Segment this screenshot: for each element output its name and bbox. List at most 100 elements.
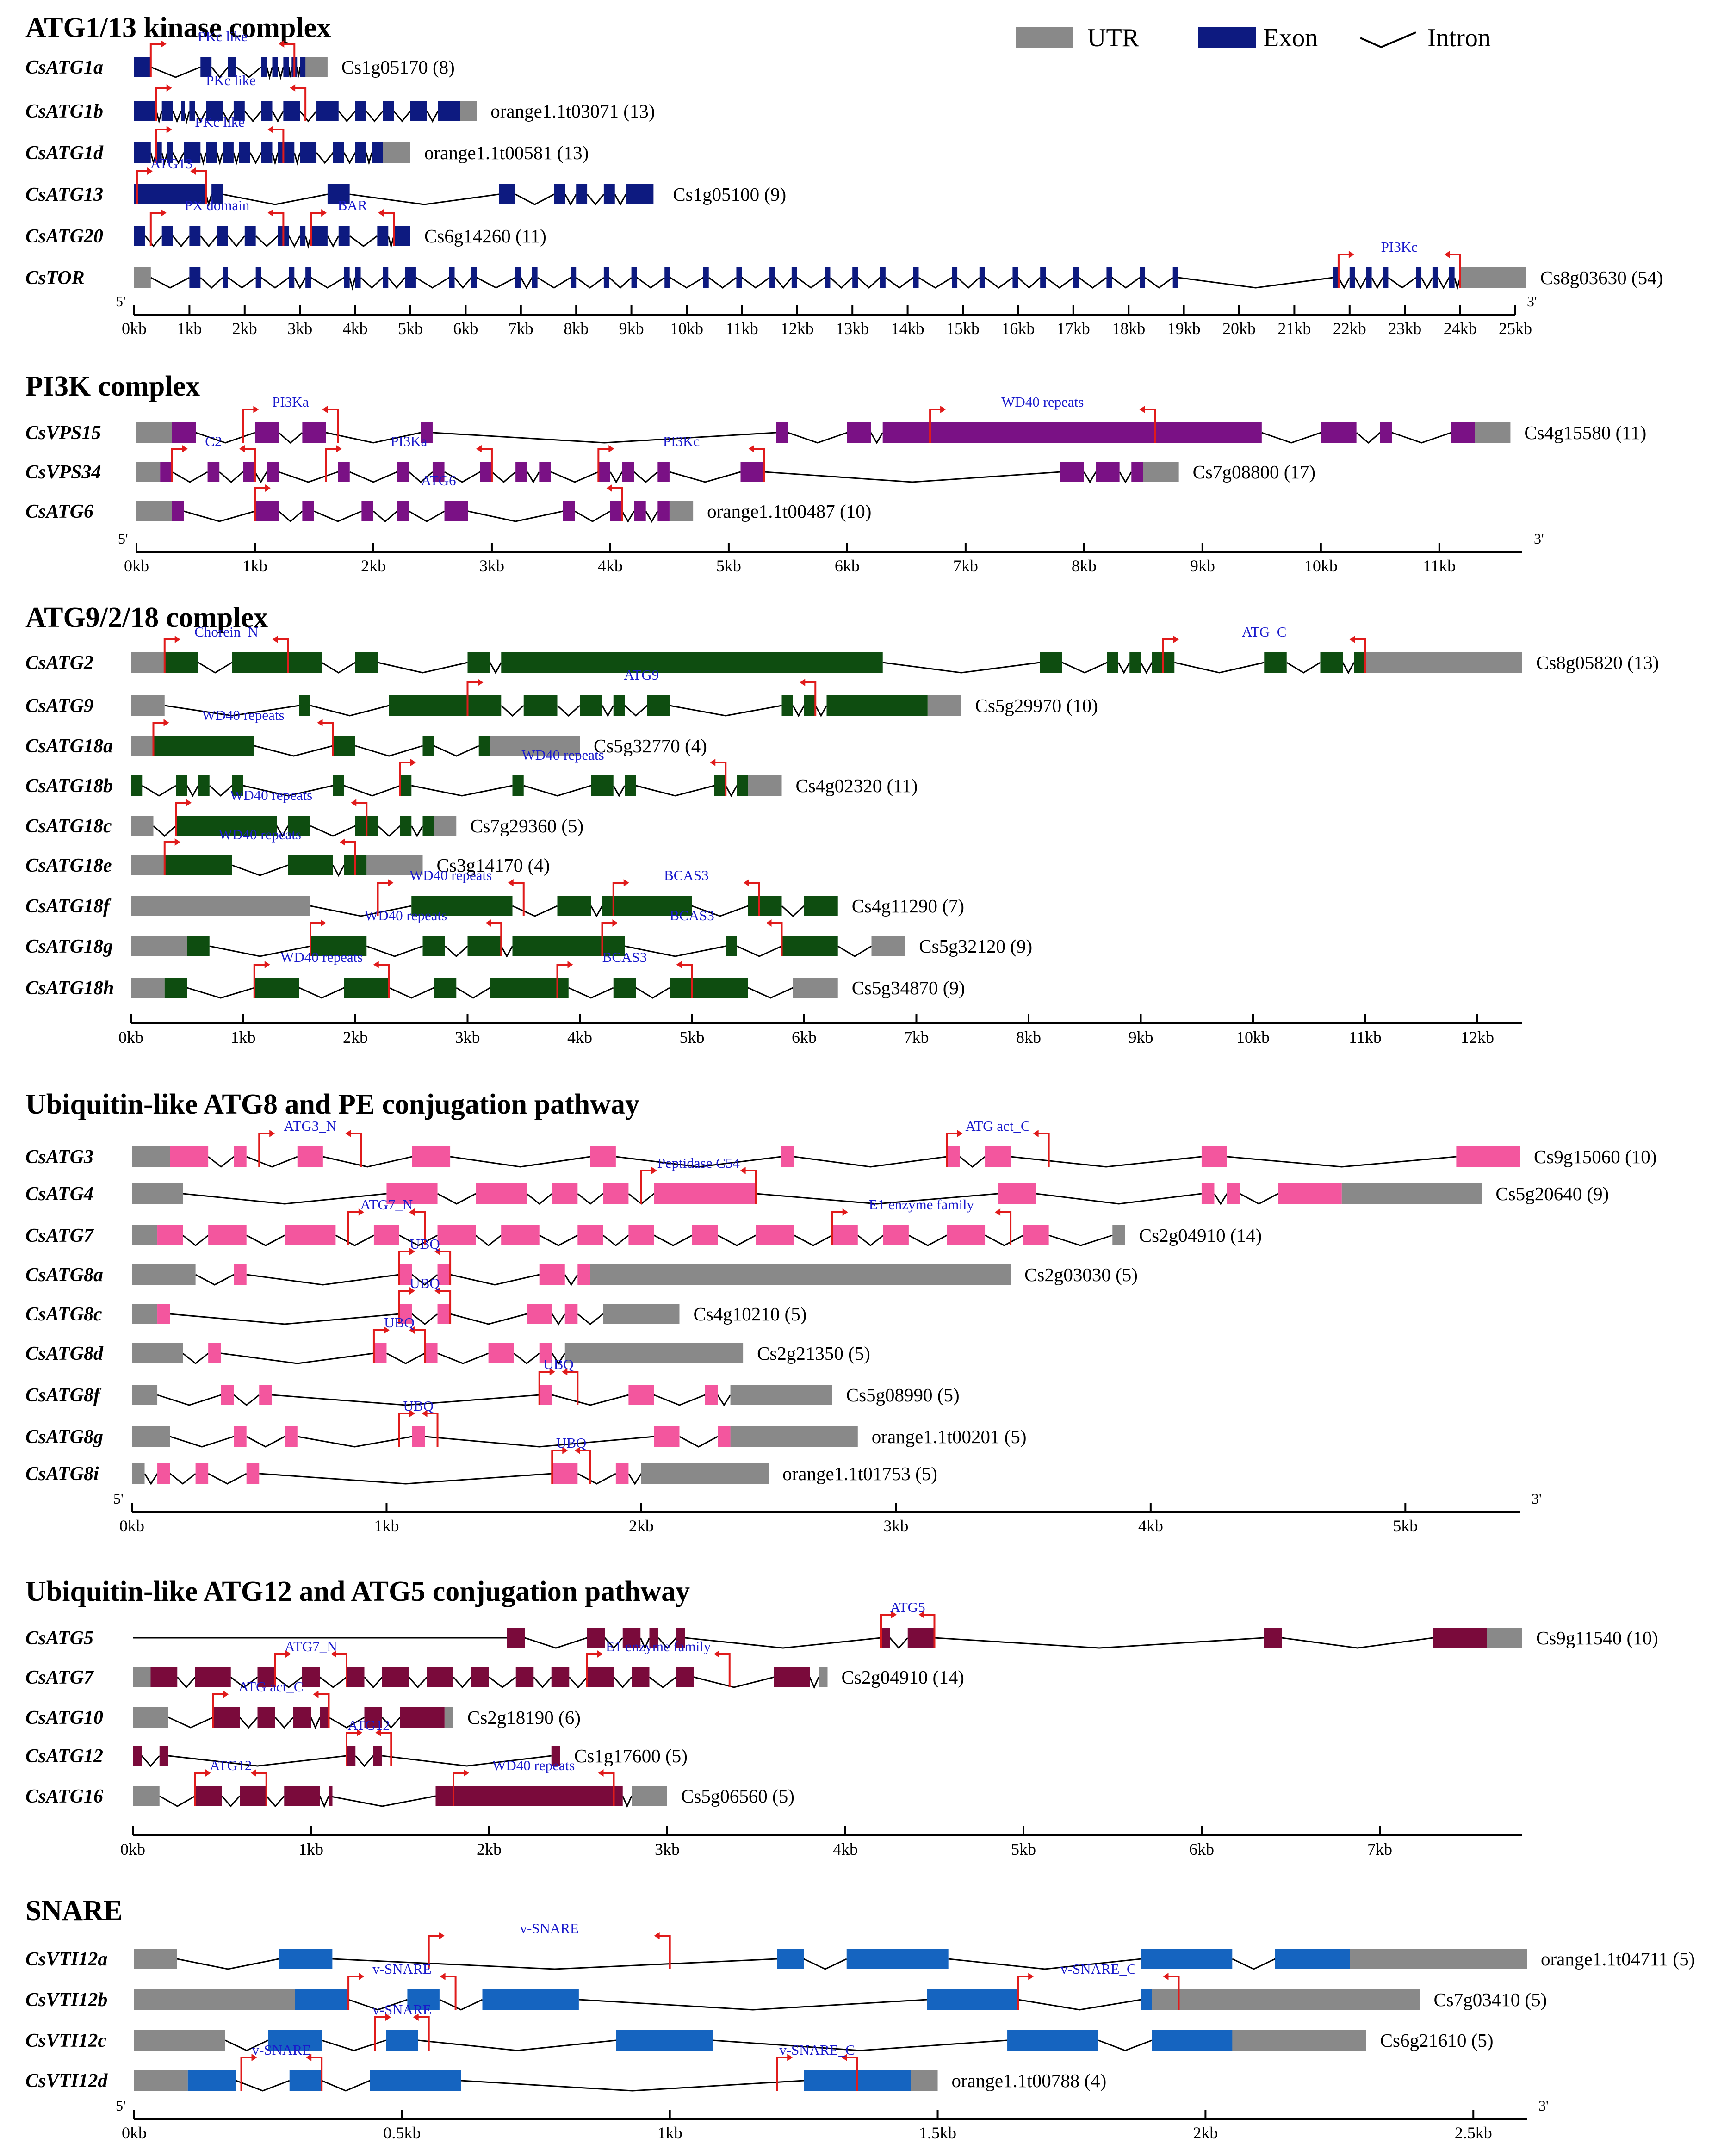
- axis-tick-label: 4kb: [343, 319, 368, 338]
- exon-box: [254, 501, 279, 521]
- domain-start-arrowhead: [478, 679, 484, 686]
- exon-box: [161, 101, 173, 121]
- intron-line: [764, 471, 1060, 483]
- exon-box: [329, 1786, 333, 1806]
- intron-line: [708, 277, 737, 289]
- domain-end-arrow: [269, 212, 285, 246]
- axis-tick-label: 7kb: [904, 1028, 929, 1047]
- gene-accession: Cs8g05820 (13): [1536, 652, 1659, 673]
- intron-line: [557, 705, 581, 717]
- exon-box: [382, 1667, 409, 1687]
- domain-end-arrow: [478, 448, 493, 482]
- domain-end-arrow: [843, 2057, 858, 2091]
- utr-5-box: [131, 695, 165, 716]
- exon-box: [432, 462, 445, 482]
- intron-line: [870, 432, 883, 444]
- exon-box: [195, 1463, 209, 1484]
- exon-box: [164, 652, 198, 673]
- exon-box: [157, 1304, 170, 1324]
- exon-box: [1073, 267, 1079, 288]
- utr-5-box: [134, 1989, 295, 2010]
- gene-name: CsATG18g: [25, 936, 113, 957]
- intron-line: [335, 1234, 374, 1246]
- domain-start-arrow: [274, 1653, 289, 1687]
- exon-box: [361, 501, 373, 521]
- axis-tick-label: 12kb: [1461, 1028, 1494, 1047]
- intron-line: [236, 2080, 290, 2092]
- intron-line: [243, 785, 333, 797]
- domain-end-arrowhead: [606, 484, 612, 492]
- exon-box: [302, 1667, 320, 1687]
- exon-box: [1040, 652, 1062, 673]
- utr-5-box: [131, 816, 154, 836]
- exon-box: [383, 267, 389, 288]
- intron-line: [444, 471, 481, 483]
- domain-end-arrowhead: [317, 719, 323, 726]
- intron-line: [321, 662, 356, 674]
- domain-end-arrow: [436, 1290, 452, 1324]
- exon-box: [913, 267, 919, 288]
- exon-box: [412, 1426, 425, 1447]
- domain-end-arrow: [324, 409, 339, 443]
- exon-box: [172, 422, 196, 443]
- intron-line: [552, 1394, 629, 1406]
- intron-line: [278, 432, 303, 444]
- domain-end-arrow: [274, 638, 289, 673]
- domain-start-arrow: [253, 964, 268, 998]
- domain-end-arrowhead: [250, 1769, 256, 1777]
- domain-start-arrow: [399, 762, 414, 796]
- exon-box: [587, 1628, 605, 1648]
- intron-line: [411, 1313, 438, 1325]
- intron-line: [366, 152, 372, 166]
- intron-line: [622, 1796, 633, 1808]
- utr-3-box: [1487, 1628, 1522, 1648]
- domain-label: ATG12: [347, 1717, 390, 1733]
- exon-box: [476, 1183, 527, 1204]
- exon-box: [603, 267, 609, 288]
- domain-end-arrow: [1141, 409, 1156, 443]
- intron-line: [615, 1156, 781, 1168]
- intron-line: [577, 1473, 616, 1485]
- gene-accession: Cs7g08800 (17): [1193, 461, 1315, 483]
- axis-tick-label: 11kb: [726, 319, 758, 338]
- exon-box: [952, 267, 958, 288]
- domain-start-arrow: [242, 409, 257, 443]
- exon-box: [692, 978, 748, 998]
- intron-line: [450, 1274, 540, 1286]
- intron-line: [1048, 1234, 1113, 1246]
- intron-line: [200, 277, 223, 289]
- intron-line: [691, 905, 749, 917]
- intron-line: [321, 2080, 370, 2092]
- intron-line: [381, 1717, 401, 1729]
- intron-line: [1145, 277, 1173, 289]
- domain-label: ATG3_N: [284, 1118, 336, 1134]
- exon-box: [383, 101, 394, 121]
- exon-box: [756, 1225, 794, 1245]
- domain-end-arrowhead: [995, 1208, 1001, 1216]
- intron-line: [142, 785, 176, 797]
- domain-label: ATG9: [624, 667, 659, 683]
- exon-box: [373, 1343, 387, 1363]
- domain-start-arrow: [212, 1693, 227, 1728]
- exon-box: [781, 936, 838, 956]
- intron-line: [244, 111, 262, 123]
- intron-line: [186, 987, 255, 999]
- domain-end-arrow: [319, 722, 334, 756]
- intron-line: [1227, 1156, 1457, 1168]
- intron-line: [259, 1473, 552, 1485]
- domain-label: PKc like: [195, 114, 245, 130]
- intron-line: [386, 1352, 425, 1364]
- intron-line: [360, 277, 384, 289]
- intron-line: [669, 705, 782, 717]
- exon-box: [311, 226, 328, 246]
- exon-box: [239, 142, 250, 163]
- exon-box: [847, 422, 871, 443]
- domain-end-arrow: [380, 212, 395, 246]
- intron-line: [208, 1473, 247, 1485]
- intron-line: [948, 1958, 1141, 1970]
- exon-box: [187, 2070, 236, 2091]
- intron-line: [209, 945, 311, 957]
- intron-line: [590, 905, 603, 918]
- exon-box: [626, 184, 654, 204]
